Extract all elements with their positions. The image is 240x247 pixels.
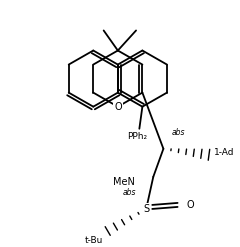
Text: abs: abs xyxy=(123,188,136,197)
Text: S: S xyxy=(143,204,149,214)
Text: O: O xyxy=(187,200,194,210)
Text: O: O xyxy=(114,102,122,112)
Text: abs: abs xyxy=(172,128,185,137)
Text: PPh₂: PPh₂ xyxy=(127,132,147,141)
Text: t-Bu: t-Bu xyxy=(84,236,103,245)
Text: MeN: MeN xyxy=(113,177,135,187)
Text: 1-Ad: 1-Ad xyxy=(214,148,234,157)
